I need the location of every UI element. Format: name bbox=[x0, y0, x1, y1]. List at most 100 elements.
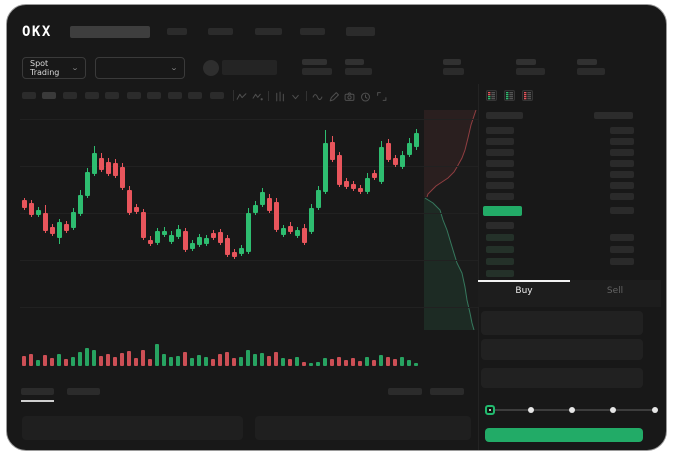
volume-bar bbox=[253, 354, 257, 366]
timeframe-bar bbox=[63, 92, 77, 99]
volume-bar bbox=[351, 358, 355, 366]
order-form-field-1[interactable] bbox=[481, 311, 643, 335]
volume-bar bbox=[50, 358, 54, 366]
candle-body bbox=[379, 147, 384, 182]
chart-toolbar bbox=[236, 89, 387, 103]
volume-bar bbox=[22, 356, 26, 366]
volume-bar bbox=[127, 351, 131, 366]
amount-slider-handle[interactable] bbox=[485, 405, 495, 415]
expand-icon[interactable] bbox=[376, 91, 387, 102]
volume-bar bbox=[379, 355, 383, 366]
volume-bar bbox=[78, 352, 82, 366]
bid-row-price-bar bbox=[486, 222, 514, 229]
active-chart-tab-indicator bbox=[21, 400, 54, 402]
bid-row-price-bar bbox=[486, 270, 514, 277]
chart-gridline bbox=[20, 307, 478, 308]
tab-sell[interactable]: Sell bbox=[606, 286, 624, 296]
slider-dot[interactable] bbox=[569, 407, 575, 413]
depth-chart bbox=[424, 109, 478, 331]
candle-body bbox=[50, 227, 55, 234]
trade-tab-band bbox=[478, 280, 661, 307]
pencil-icon[interactable] bbox=[328, 91, 339, 102]
candle-body bbox=[330, 142, 335, 160]
chart-gridline bbox=[20, 166, 478, 167]
candle-body bbox=[190, 243, 195, 249]
chart-tab-bar bbox=[21, 388, 54, 395]
ask-row-price-bar bbox=[486, 138, 514, 145]
nav-item-bar bbox=[208, 28, 233, 35]
timeframe-bar bbox=[85, 92, 99, 99]
okx-logo[interactable]: OKX bbox=[22, 24, 52, 40]
slider-dot[interactable] bbox=[610, 407, 616, 413]
chevron-down-icon[interactable] bbox=[290, 91, 301, 102]
candle-body bbox=[148, 240, 153, 244]
candle-body bbox=[407, 143, 412, 155]
pair-selector-dropdown[interactable]: ⌄ bbox=[95, 57, 185, 79]
volume-bar bbox=[295, 357, 299, 366]
candle-body bbox=[218, 232, 223, 243]
volume-bar bbox=[414, 363, 418, 366]
timeframe-bar bbox=[147, 92, 161, 99]
slider-dot[interactable] bbox=[528, 407, 534, 413]
pair-coin-avatar bbox=[203, 60, 219, 76]
candle-body bbox=[316, 190, 321, 208]
volume-bar bbox=[43, 355, 47, 366]
order-form-field-2[interactable] bbox=[481, 339, 643, 360]
ask-row-amount-bar bbox=[610, 171, 634, 178]
volume-bar bbox=[162, 354, 166, 366]
volume-bar bbox=[92, 350, 96, 366]
toolbar-divider bbox=[233, 90, 234, 101]
candle-body bbox=[162, 231, 167, 235]
market-type-dropdown[interactable]: Spot Trading ⌄ bbox=[22, 57, 86, 79]
volume-bar bbox=[316, 362, 320, 366]
book-bids-icon[interactable] bbox=[504, 90, 515, 101]
chevron-down-icon: ⌄ bbox=[169, 64, 179, 72]
volume-bar bbox=[358, 361, 362, 366]
stat-label-bar bbox=[345, 59, 364, 65]
volume-bar bbox=[267, 356, 271, 366]
chart-tab-bar bbox=[67, 388, 100, 395]
tab-buy[interactable]: Buy bbox=[515, 286, 533, 296]
volume-bar bbox=[64, 359, 68, 366]
candle-body bbox=[183, 231, 188, 250]
candle-body bbox=[36, 210, 41, 215]
volume-bar bbox=[246, 350, 250, 366]
candle-body bbox=[351, 184, 356, 189]
ask-row-amount-bar bbox=[610, 138, 634, 145]
last-price-bar[interactable] bbox=[483, 206, 522, 216]
buy-submit-button[interactable] bbox=[485, 428, 643, 442]
slider-dot[interactable] bbox=[652, 407, 658, 413]
clock-icon[interactable] bbox=[360, 91, 371, 102]
zigzag-icon[interactable] bbox=[236, 91, 247, 102]
volume-bar bbox=[57, 354, 61, 366]
candle-body bbox=[211, 233, 216, 238]
book-asks-icon[interactable] bbox=[522, 90, 533, 101]
orderbook-view-toggles bbox=[486, 90, 533, 101]
chart-gridline bbox=[20, 260, 478, 261]
order-form-field-3[interactable] bbox=[481, 368, 643, 388]
book-both-icon[interactable] bbox=[486, 90, 497, 101]
timeframe-bar bbox=[168, 92, 182, 99]
stat-label-bar bbox=[516, 59, 536, 65]
zigzag-dot-icon[interactable] bbox=[252, 91, 263, 102]
wave-icon[interactable] bbox=[312, 91, 323, 102]
volume-bar bbox=[211, 359, 215, 366]
stat-label-bar bbox=[443, 59, 461, 65]
volume-bar bbox=[155, 344, 159, 366]
volume-bar bbox=[141, 350, 145, 366]
candle-body bbox=[232, 252, 237, 257]
candle-body bbox=[106, 162, 111, 174]
candles-icon[interactable] bbox=[274, 91, 285, 102]
volume-bar bbox=[113, 357, 117, 366]
volume-bar bbox=[120, 353, 124, 366]
camera-icon[interactable] bbox=[344, 91, 355, 102]
volume-bar bbox=[225, 352, 229, 366]
bottom-panel-left[interactable] bbox=[22, 416, 243, 440]
candle-body bbox=[246, 213, 251, 252]
timeframe-bar bbox=[210, 92, 224, 99]
bottom-panel-right[interactable] bbox=[255, 416, 471, 440]
nav-item-bar bbox=[255, 28, 282, 35]
candle-body bbox=[92, 153, 97, 174]
volume-bar bbox=[386, 357, 390, 366]
